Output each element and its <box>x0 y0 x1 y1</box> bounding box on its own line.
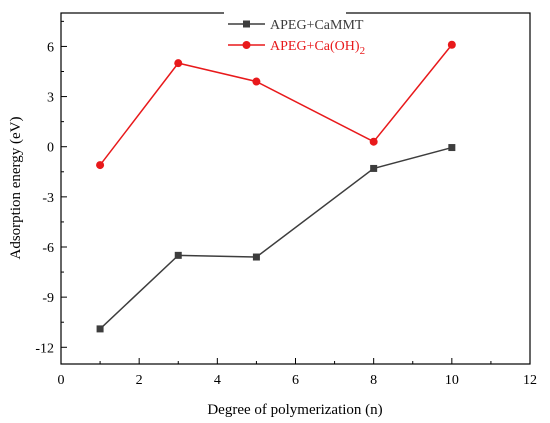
y-tick-label: -12 <box>35 341 54 356</box>
y-tick-label: 3 <box>47 91 54 106</box>
y-tick-label: 0 <box>47 141 54 156</box>
legend-label: APEG+Ca(OH)2 <box>270 39 365 57</box>
data-point <box>174 251 182 259</box>
legend-background <box>224 10 346 62</box>
x-tick-label: 4 <box>214 373 221 388</box>
y-tick-label: -6 <box>42 241 54 256</box>
data-point <box>96 161 105 170</box>
x-tick-label: 0 <box>58 373 65 388</box>
plot-frame <box>60 12 531 365</box>
data-point <box>448 144 456 152</box>
y-tick-label: 6 <box>47 40 54 55</box>
data-point <box>447 40 456 49</box>
y-tick-label: -3 <box>42 191 54 206</box>
x-tick-label: 2 <box>136 373 143 388</box>
legend-marker <box>242 41 251 49</box>
x-tick-label: 8 <box>370 373 377 388</box>
legend: APEG+CaMMT APEG+Ca(OH)2 <box>224 10 365 62</box>
data-point <box>252 77 261 86</box>
y-axis-label: Adsorption energy (eV) <box>8 116 24 259</box>
x-tick-label: 6 <box>292 373 299 388</box>
x-tick-label: 10 <box>445 373 459 388</box>
x-tick-label: 12 <box>523 373 537 388</box>
data-point <box>174 59 183 68</box>
legend-label-part: APEG+Ca(OH) <box>270 39 360 54</box>
ticks-layer: 0 2 4 6 8 10 12 -12 -9 -6 -3 0 3 6 <box>35 20 537 388</box>
legend-label-part: APEG+CaMMT <box>270 18 364 33</box>
data-point <box>96 325 104 333</box>
data-point <box>252 253 260 261</box>
legend-marker <box>243 20 250 28</box>
legend-label-subscript: 2 <box>360 45 366 57</box>
series-line <box>99 44 453 166</box>
x-axis-label: Degree of polymerization (n) <box>207 402 382 418</box>
y-tick-label: -9 <box>42 291 54 306</box>
series-layer <box>96 40 456 333</box>
series-line <box>99 146 453 330</box>
legend-label: APEG+CaMMT <box>270 18 364 33</box>
data-point <box>369 137 378 146</box>
data-point <box>370 164 378 172</box>
